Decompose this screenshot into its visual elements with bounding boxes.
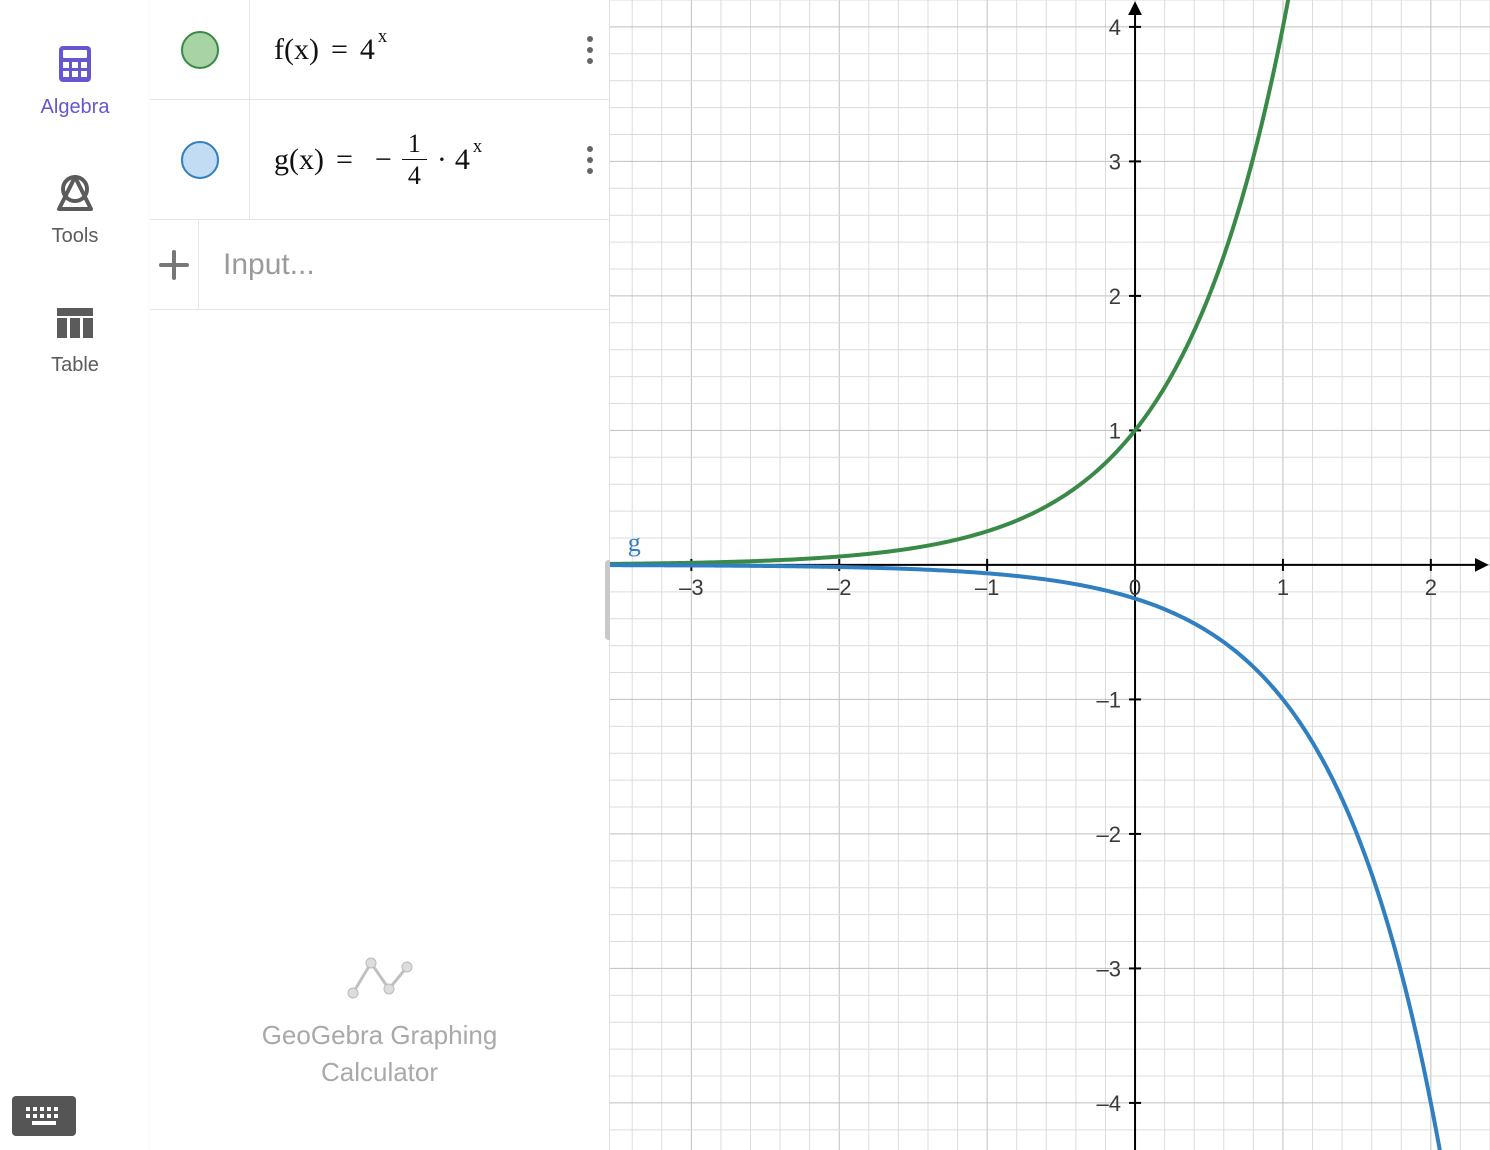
nav-table[interactable]: Table — [51, 298, 99, 377]
expression-body-g[interactable]: g(x) = − 14 · 4x — [250, 100, 609, 219]
expression-row-g[interactable]: g(x) = − 14 · 4x — [150, 100, 609, 220]
svg-text:–1: –1 — [975, 575, 999, 600]
visibility-toggle-f[interactable] — [150, 0, 250, 99]
algebra-panel: f(x) = 4x g(x) = − 14 · 4x — [150, 0, 610, 1150]
svg-text:–3: –3 — [1097, 956, 1121, 981]
input-row — [150, 220, 609, 310]
svg-text:3: 3 — [1109, 149, 1121, 174]
add-expression-button[interactable] — [150, 220, 199, 309]
visibility-toggle-g[interactable] — [150, 100, 250, 219]
algebra-icon — [51, 40, 99, 88]
svg-text:4: 4 — [1109, 15, 1121, 40]
svg-text:–4: –4 — [1097, 1091, 1121, 1116]
expression-math-g: g(x) = − 14 · 4x — [274, 131, 482, 189]
svg-text:–2: –2 — [1097, 822, 1121, 847]
svg-text:–3: –3 — [679, 575, 703, 600]
svg-text:1: 1 — [1277, 575, 1289, 600]
expression-math-f: f(x) = 4x — [274, 33, 387, 67]
svg-text:2: 2 — [1109, 284, 1121, 309]
expression-body-f[interactable]: f(x) = 4x — [250, 0, 609, 99]
graph-canvas[interactable]: –3–2–1012–4–3–2–11234 g — [610, 0, 1490, 1150]
nav-tools-label: Tools — [52, 225, 99, 248]
svg-text:–2: –2 — [827, 575, 851, 600]
nav-algebra-label: Algebra — [41, 96, 110, 119]
nav-tools[interactable]: Tools — [51, 169, 99, 248]
geogebra-logo-icon — [345, 953, 415, 1003]
svg-text:2: 2 — [1425, 575, 1437, 600]
app-root: Algebra Tools Table f(x) — [0, 0, 1490, 1150]
expression-input[interactable] — [199, 220, 609, 309]
nav-table-label: Table — [51, 354, 99, 377]
panel-footer: GeoGebra Graphing Calculator — [150, 953, 609, 1090]
svg-text:1: 1 — [1109, 418, 1121, 443]
tools-icon — [51, 169, 99, 217]
plus-icon — [157, 248, 191, 282]
brand-text: GeoGebra Graphing Calculator — [262, 1017, 498, 1090]
expression-menu-f[interactable] — [581, 30, 599, 70]
virtual-keyboard-button[interactable] — [12, 1096, 76, 1136]
color-dot-f — [181, 31, 219, 69]
curve-label-g[interactable]: g — [628, 528, 641, 558]
icon-sidebar: Algebra Tools Table — [0, 0, 150, 1150]
color-dot-g — [181, 141, 219, 179]
nav-algebra[interactable]: Algebra — [41, 40, 110, 119]
svg-text:–1: –1 — [1097, 687, 1121, 712]
expression-menu-g[interactable] — [581, 140, 599, 180]
table-icon — [51, 298, 99, 346]
expression-row-f[interactable]: f(x) = 4x — [150, 0, 609, 100]
